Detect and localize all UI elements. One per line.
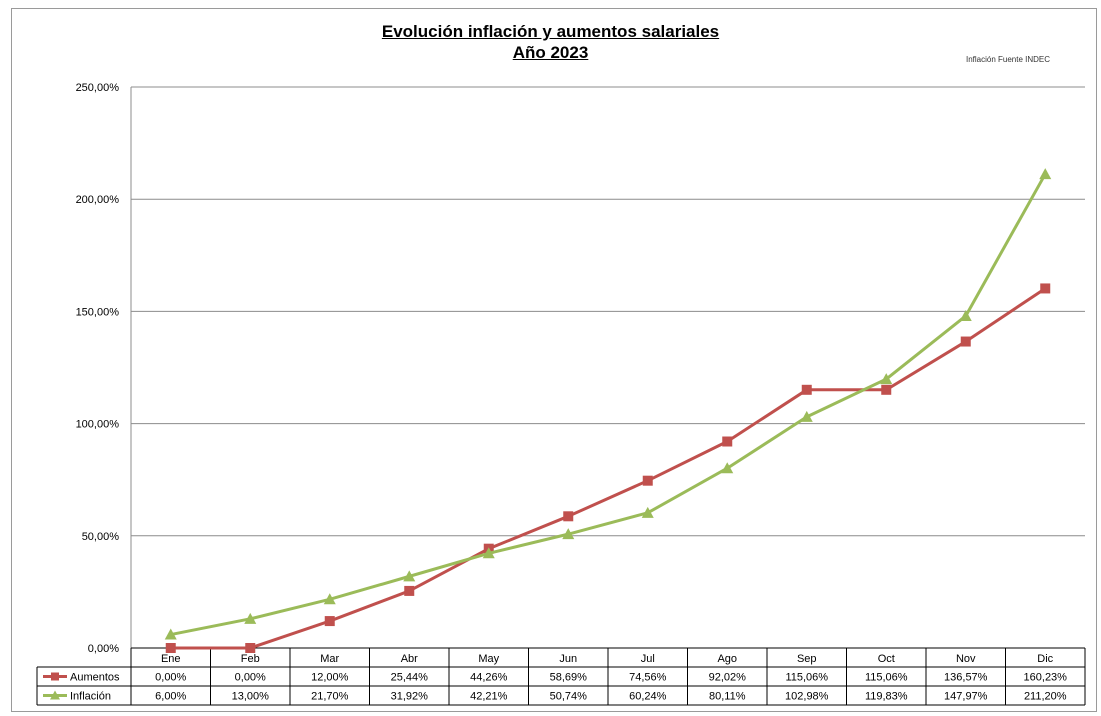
data-point — [404, 585, 415, 596]
x-category-label: Feb — [241, 653, 260, 665]
data-point — [881, 384, 892, 395]
y-tick-label: 100,00% — [76, 419, 120, 431]
data-table-cell: 119,83% — [865, 691, 908, 703]
data-point — [164, 628, 177, 640]
data-point — [959, 309, 972, 321]
data-point — [880, 373, 893, 385]
data-table-cell: 50,74% — [550, 691, 588, 703]
x-category-label: Mar — [320, 653, 339, 665]
data-point — [800, 410, 813, 422]
data-table-cell: 115,06% — [865, 672, 908, 684]
data-table-cell: 58,69% — [550, 672, 588, 684]
y-tick-label: 250,00% — [76, 82, 120, 94]
x-category-label: Ene — [161, 653, 181, 665]
series-line-aumentos — [170, 287, 1047, 650]
y-tick-label: 0,00% — [88, 643, 119, 655]
data-point — [1039, 168, 1052, 180]
chart-frame — [11, 8, 1097, 712]
chart-title: Evolución inflación y aumentos salariale… — [381, 22, 720, 41]
data-table-cell: 44,26% — [470, 672, 508, 684]
data-table-cell: 80,11% — [709, 691, 746, 703]
chart-title-block: Evolución inflación y aumentos salariale… — [0, 21, 1101, 63]
data-point — [721, 462, 734, 474]
data-table-cell: 25,44% — [391, 672, 429, 684]
data-point — [244, 612, 257, 624]
data-table-cell: 0,00% — [235, 672, 266, 684]
data-table-cell: 12,00% — [311, 672, 349, 684]
data-table-cell: 211,20% — [1024, 691, 1067, 703]
data-point — [960, 336, 971, 347]
data-point — [324, 616, 335, 627]
source-note: Inflación Fuente INDEC — [966, 55, 1051, 64]
data-point — [403, 570, 416, 582]
x-category-label: May — [478, 653, 499, 665]
data-table-cell: 13,00% — [232, 691, 270, 703]
data-table-cell: 74,56% — [629, 672, 667, 684]
x-category-label: Abr — [401, 653, 418, 665]
data-table-cell: 42,21% — [470, 691, 508, 703]
data-table-cell: 136,57% — [944, 672, 988, 684]
data-point — [642, 475, 653, 486]
data-point — [482, 547, 495, 559]
data-table-cell: 60,24% — [629, 691, 667, 703]
data-point — [165, 643, 176, 653]
legend-label: Inflación — [70, 691, 111, 703]
x-category-label: Sep — [797, 653, 817, 665]
y-tick-label: 150,00% — [76, 306, 120, 318]
x-category-label: Ago — [717, 653, 737, 665]
legend-label: Aumentos — [70, 672, 120, 684]
y-tick-label: 200,00% — [76, 194, 120, 206]
data-table-cell: 160,23% — [1024, 672, 1068, 684]
x-category-label: Jun — [559, 653, 577, 665]
data-point — [323, 593, 336, 605]
data-point — [801, 384, 812, 395]
data-point — [641, 506, 654, 518]
data-table-cell: 92,02% — [709, 672, 747, 684]
data-table-cell: 31,92% — [391, 691, 429, 703]
x-category-label: Dic — [1037, 653, 1053, 665]
y-tick-label: 50,00% — [82, 531, 120, 543]
data-table-cell: 21,70% — [311, 691, 349, 703]
x-category-label: Oct — [878, 653, 895, 665]
data-point — [1040, 283, 1051, 294]
x-category-label: Jul — [641, 653, 655, 665]
data-table-cell: 115,06% — [785, 672, 828, 684]
data-point — [245, 643, 256, 653]
data-table-cell: 102,98% — [785, 691, 829, 703]
data-table-cell: 6,00% — [155, 691, 186, 703]
chart-subtitle: Año 2023 — [512, 43, 589, 62]
data-point — [562, 528, 575, 540]
x-category-label: Nov — [956, 653, 976, 665]
data-point — [563, 511, 574, 522]
legend-marker — [50, 690, 60, 700]
data-table-cell: 147,97% — [944, 691, 988, 703]
data-point — [722, 436, 733, 447]
data-table-cell: 0,00% — [155, 672, 186, 684]
series-line-inflación — [170, 173, 1047, 637]
legend-marker — [51, 672, 59, 681]
